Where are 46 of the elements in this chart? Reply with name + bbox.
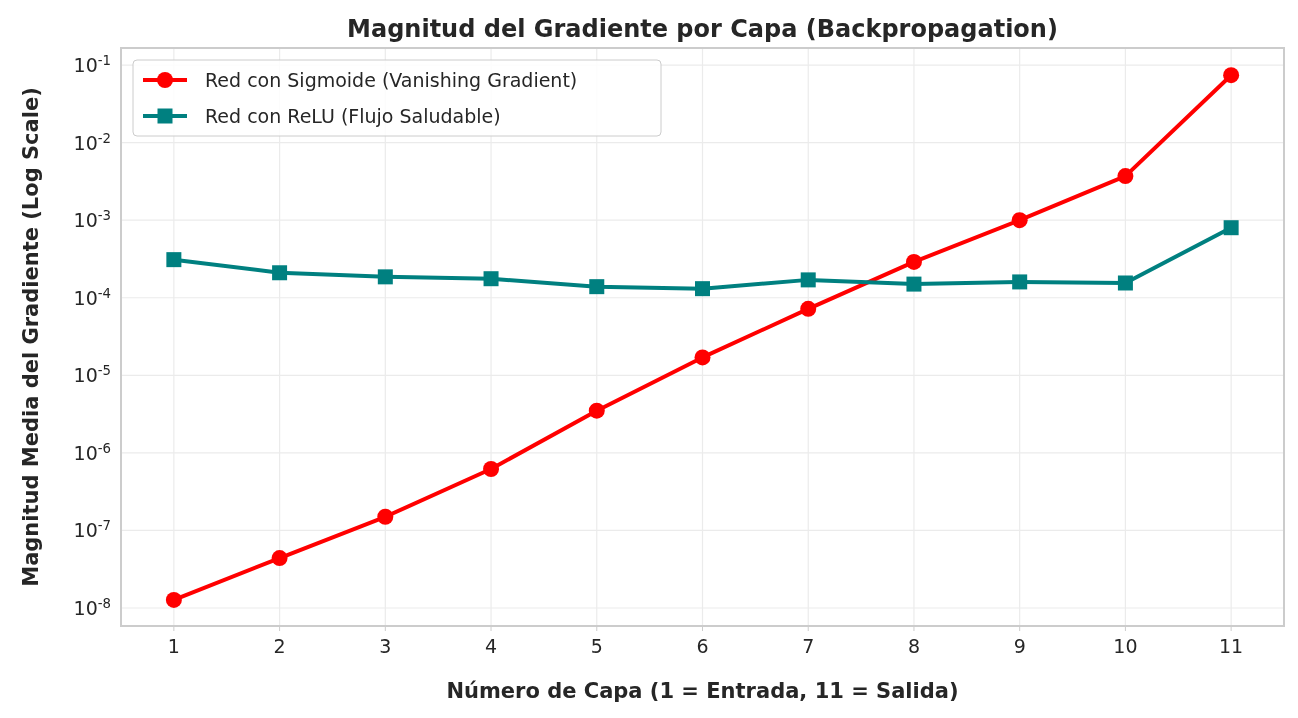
point — [272, 265, 288, 281]
point — [165, 591, 182, 608]
x-tick-label: 11 — [1219, 635, 1244, 657]
y-tick-label: 10$^{-6}$ — [73, 440, 111, 464]
point — [800, 272, 816, 288]
x-tick-label: 2 — [273, 635, 286, 657]
point — [483, 460, 500, 477]
y-tick-label: 10$^{-7}$ — [73, 517, 111, 542]
y-tick-label: 10$^{-3}$ — [73, 207, 111, 232]
point — [377, 508, 394, 525]
point — [906, 276, 922, 292]
point — [589, 279, 605, 295]
point — [1117, 275, 1133, 291]
point — [694, 349, 711, 366]
point — [1011, 212, 1028, 229]
legend-label: Red con ReLU (Flujo Saludable) — [205, 105, 501, 127]
y-tick-label: 10$^{-8}$ — [73, 595, 111, 619]
point — [1012, 274, 1028, 290]
point — [695, 281, 710, 297]
point — [271, 550, 288, 567]
x-tick-label: 9 — [1013, 635, 1026, 657]
point — [483, 271, 499, 287]
x-tick-label: 3 — [379, 635, 392, 657]
point — [588, 402, 605, 419]
x-tick-label: 8 — [907, 635, 920, 657]
point — [800, 300, 817, 317]
y-tick-label: 10$^{-4}$ — [73, 285, 111, 309]
x-tick-label: 1 — [167, 635, 180, 657]
y-axis-title: Magnitud Media del Gradiente (Log Scale) — [19, 87, 43, 587]
x-tick-label: 7 — [802, 635, 815, 657]
point — [377, 269, 393, 285]
x-axis-title: Número de Capa (1 = Entrada, 11 = Salida) — [446, 679, 959, 703]
chart-title: Magnitud del Gradiente por Capa (Backpropagation) — [347, 15, 1058, 43]
point — [166, 252, 182, 268]
point — [905, 253, 922, 270]
point — [1223, 220, 1239, 236]
x-tick-label: 5 — [590, 635, 603, 657]
x-tick-label: 4 — [485, 635, 498, 657]
point — [1117, 168, 1134, 185]
legend-label: Red con Sigmoide (Vanishing Gradient) — [205, 69, 578, 91]
x-tick-label: 6 — [696, 635, 709, 657]
y-tick-label: 10$^{-5}$ — [73, 362, 111, 387]
point — [1223, 67, 1240, 84]
y-tick-label: 10$^{-2}$ — [73, 130, 111, 154]
x-tick-label: 10 — [1113, 635, 1138, 657]
y-tick-label: 10$^{-1}$ — [73, 52, 111, 77]
